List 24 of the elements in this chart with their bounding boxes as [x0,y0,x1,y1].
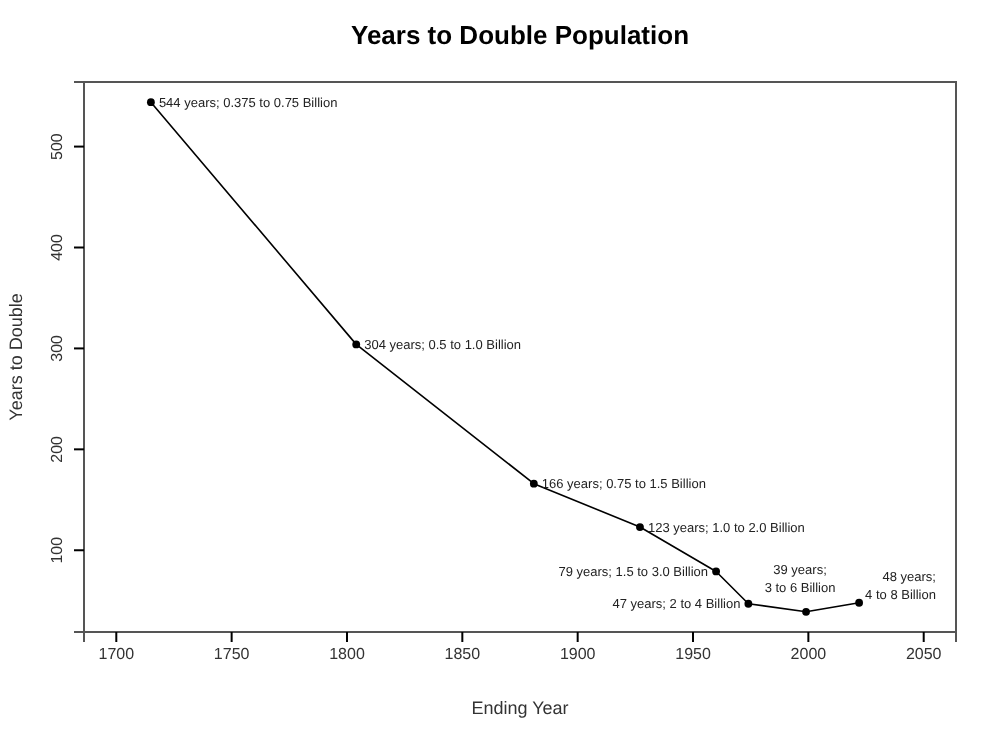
y-tick-label: 300 [48,333,66,362]
y-axis-title: Years to Double [6,293,26,421]
x-tick-label: 1700 [98,645,136,664]
x-tick-label: 1750 [213,645,251,664]
y-tick-label: 200 [48,434,66,463]
point [744,599,753,608]
x-tick-label: 1800 [329,645,366,664]
x-tick-label: 1900 [559,645,597,664]
point [712,567,720,576]
x-tick-label: 2050 [905,645,943,664]
point [855,598,864,607]
chart-title: Years to Double Population [350,20,690,50]
x-axis-title: Ending Year [471,698,569,718]
x-tick-label: 2000 [790,645,828,664]
point [529,479,538,488]
point [352,340,361,349]
point [802,607,810,616]
point [636,523,644,531]
y-tick-label: 100 [48,535,66,564]
y-tick-label: 500 [48,132,66,160]
x-tick-label: 1950 [675,645,712,664]
x-tick-label: 1850 [444,645,482,664]
y-tick-label: 400 [48,233,66,261]
point [146,98,155,107]
